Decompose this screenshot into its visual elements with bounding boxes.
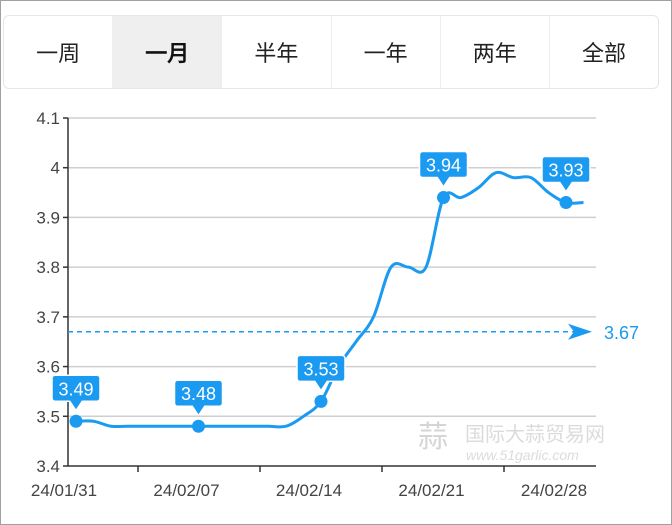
tab-week[interactable]: 一周: [4, 16, 114, 88]
x-tick-label: 24/01/31: [31, 481, 97, 500]
tab-month[interactable]: 一月: [113, 16, 223, 88]
tab-two-years[interactable]: 两年: [441, 16, 550, 88]
average-label: 3.67: [604, 323, 639, 343]
y-tick-label: 4.1: [36, 109, 60, 128]
tab-half-year[interactable]: 半年: [222, 16, 332, 88]
y-tick-label: 4: [51, 159, 60, 178]
y-tick-label: 3.5: [36, 407, 60, 426]
x-tick-label: 24/02/14: [276, 481, 342, 500]
y-tick-label: 3.4: [36, 457, 60, 476]
data-label-pointer: [315, 380, 327, 390]
watermark-logo: 蒜: [418, 420, 448, 455]
watermark-name: 国际大蒜贸易网: [465, 422, 605, 446]
data-point: [437, 191, 450, 205]
watermark: 蒜 国际大蒜贸易网 www.51garlic.com: [418, 420, 605, 463]
data-label: 3.53: [303, 359, 338, 379]
x-tick-label: 24/02/07: [153, 481, 219, 500]
y-tick-label: 3.9: [36, 208, 60, 227]
period-tabs: 一周 一月 半年 一年 两年 全部: [3, 15, 659, 89]
data-label: 3.48: [181, 384, 216, 404]
data-label-pointer: [70, 400, 82, 410]
tab-all[interactable]: 全部: [581, 42, 626, 67]
price-line: [75, 170, 584, 429]
x-tick-label: 24/02/21: [398, 481, 464, 500]
data-label: 3.49: [58, 379, 93, 399]
data-label: 3.94: [426, 156, 461, 176]
data-label: 3.93: [548, 161, 583, 181]
data-label-pointer: [437, 176, 450, 186]
data-label-pointer: [560, 181, 572, 191]
tab-year[interactable]: 一年: [332, 16, 441, 88]
data-label-pointer: [192, 405, 205, 415]
watermark-url: www.51garlic.com: [466, 447, 579, 463]
data-point: [314, 394, 328, 408]
data-point: [559, 196, 573, 210]
y-tick-label: 3.8: [36, 258, 60, 277]
y-tick-label: 3.7: [36, 308, 60, 327]
y-tick-label: 3.6: [36, 358, 60, 377]
average-arrow-icon: [568, 323, 592, 340]
x-tick-label: 24/02/28: [521, 481, 587, 500]
data-point: [192, 419, 205, 433]
data-point: [69, 414, 83, 428]
